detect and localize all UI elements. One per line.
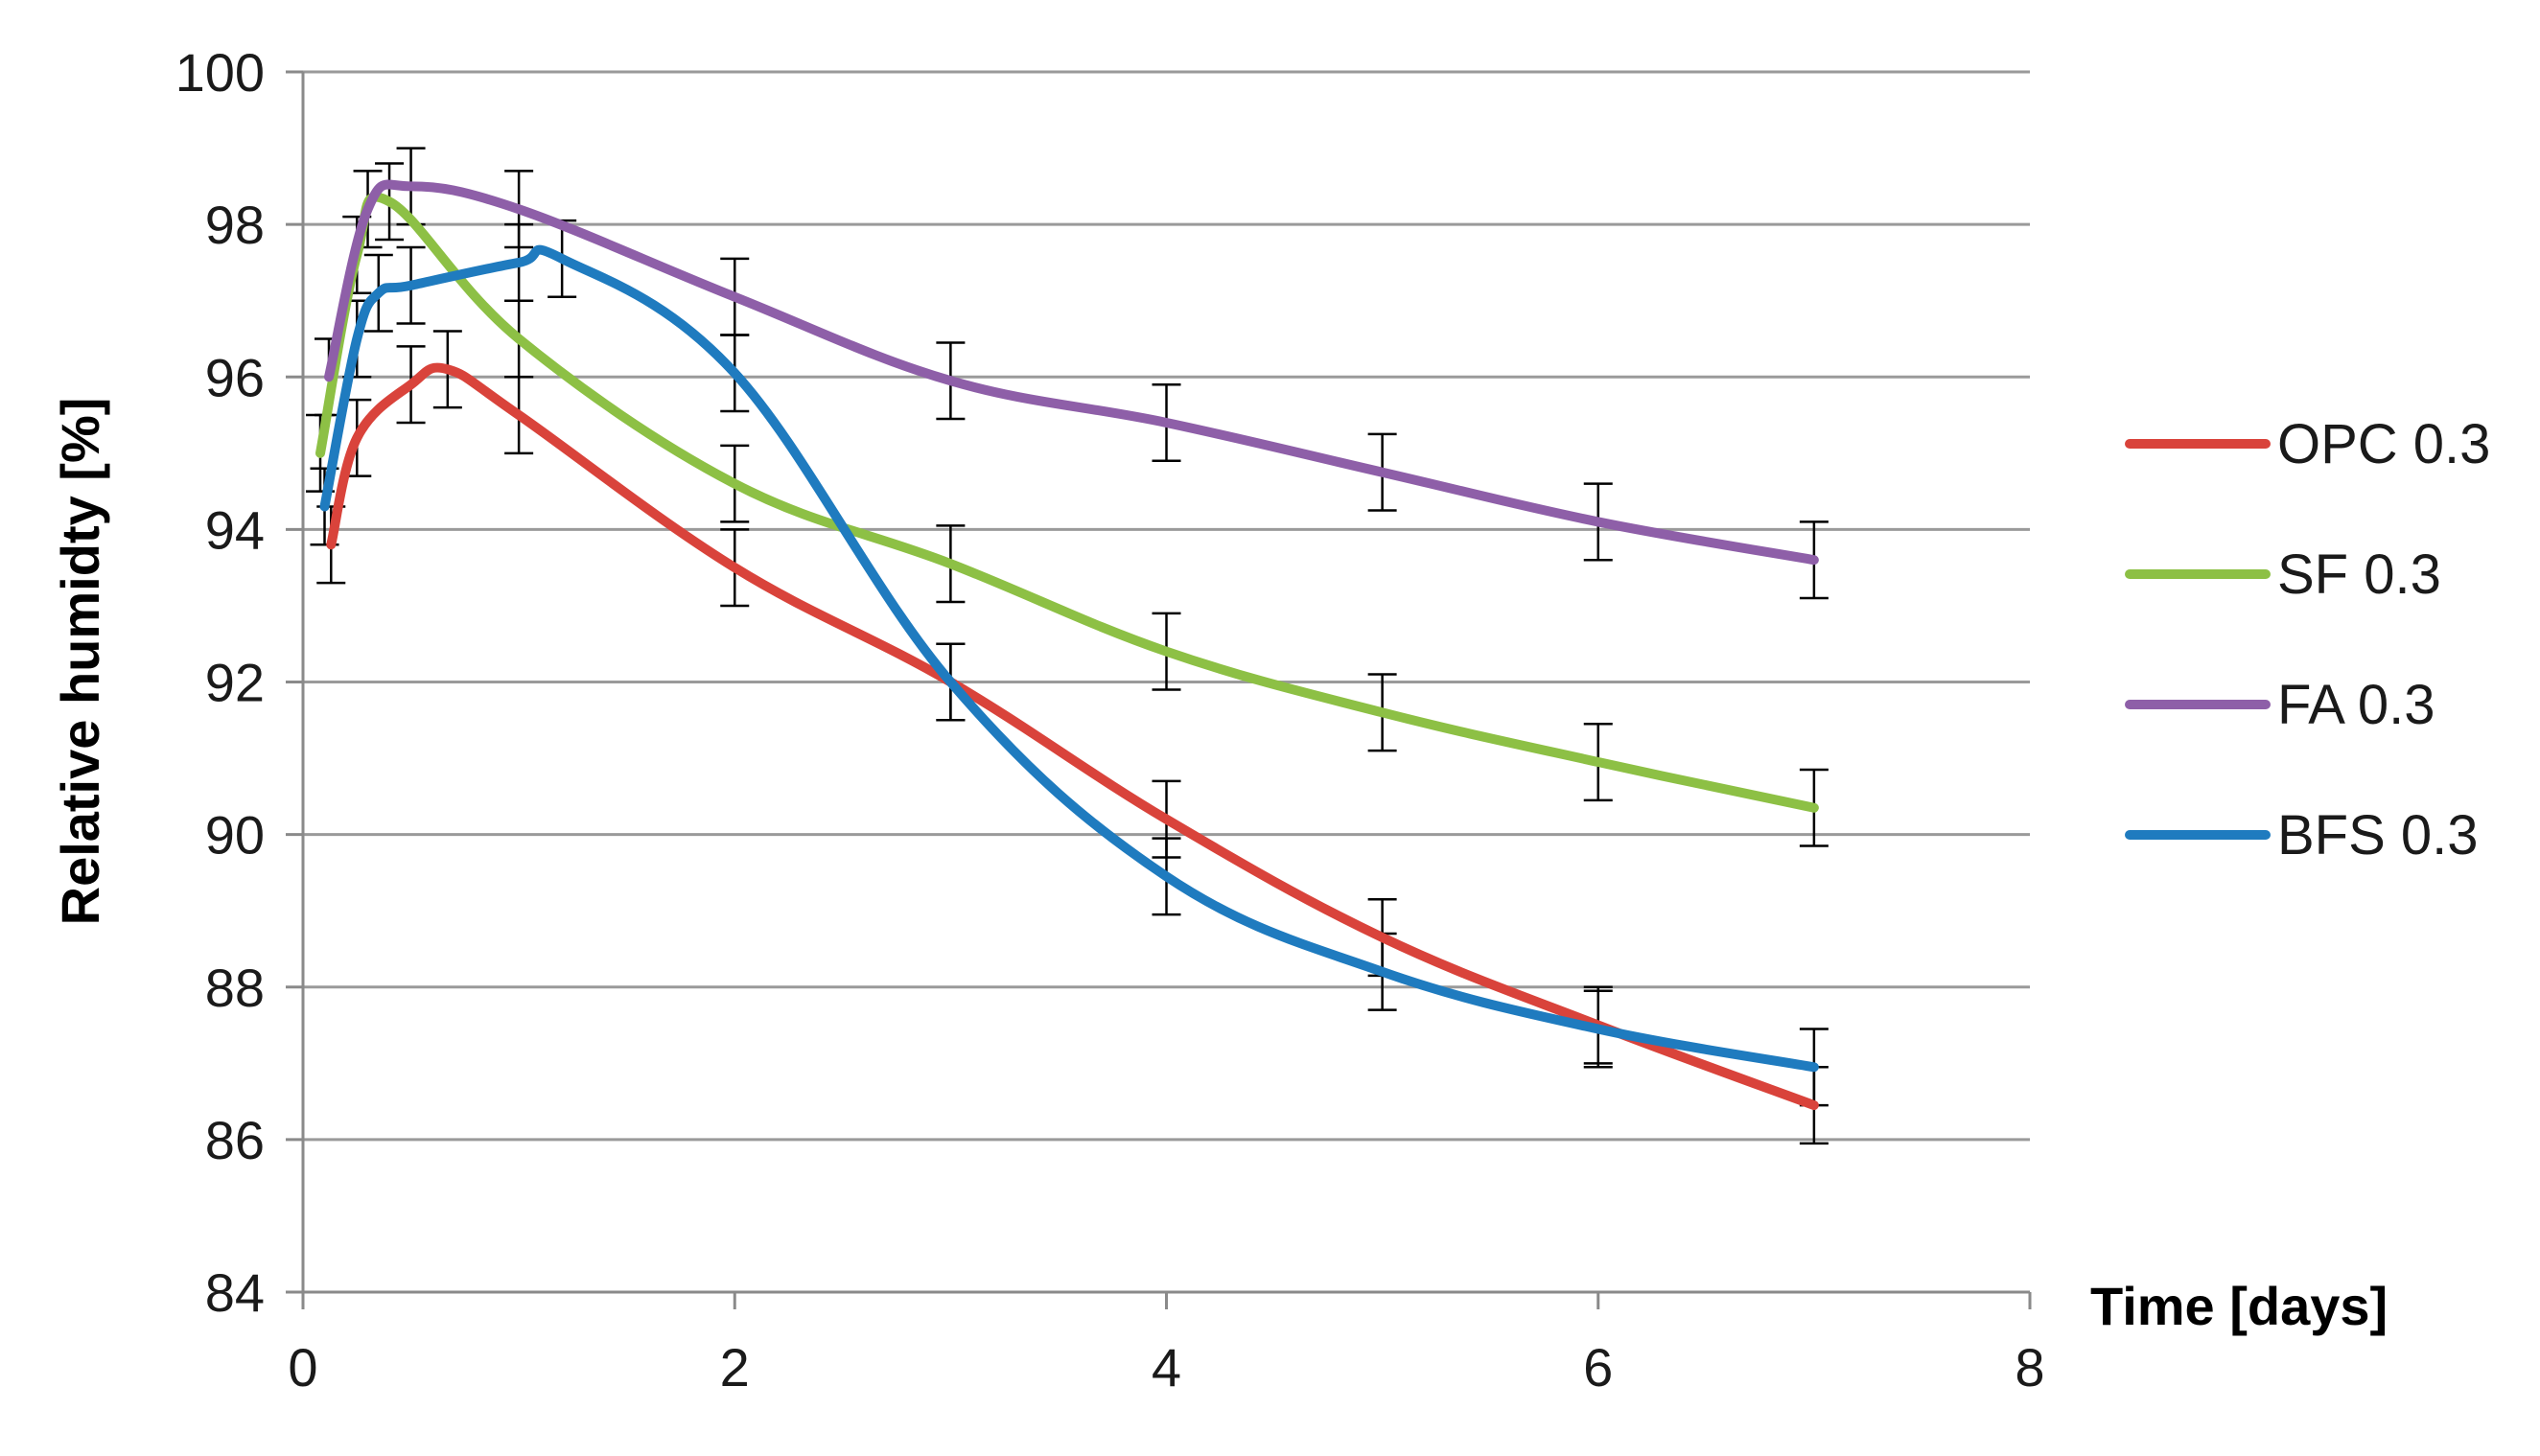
series-lines xyxy=(315,179,1819,1111)
series-line-bfs-0-3 xyxy=(319,244,1819,1073)
y-tick-label: 86 xyxy=(205,1110,265,1170)
x-tick-label: 0 xyxy=(288,1337,317,1398)
legend-entry-opc-0-3: OPC 0.3 xyxy=(2125,413,2490,475)
legend-label: OPC 0.3 xyxy=(2277,413,2490,475)
y-tick-label: 96 xyxy=(205,347,265,407)
y-tick-label: 94 xyxy=(205,499,265,560)
legend-entry-sf-0-3: SF 0.3 xyxy=(2125,543,2441,606)
legend-entry-fa-0-3: FA 0.3 xyxy=(2125,674,2435,736)
error-bars xyxy=(306,147,1829,1145)
tick-labels: 84 86 88 90 92 94 96 98 100 0 2 4 6 8 xyxy=(175,42,2045,1398)
x-tick-label: 2 xyxy=(720,1337,750,1398)
legend-entry-bfs-0-3: BFS 0.3 xyxy=(2125,804,2479,867)
y-tick-label: 84 xyxy=(205,1262,265,1323)
legend-label: SF 0.3 xyxy=(2277,543,2441,606)
axes xyxy=(286,70,2032,1309)
legend: OPC 0.3 SF 0.3 FA 0.3 BFS 0.3 xyxy=(2125,413,2490,867)
series-line-opc-0-3 xyxy=(326,362,1819,1111)
y-tick-label: 98 xyxy=(205,195,265,255)
legend-label: FA 0.3 xyxy=(2277,674,2435,736)
series-line-sf-0-3 xyxy=(315,192,1819,813)
legend-label: BFS 0.3 xyxy=(2277,804,2479,867)
x-tick-label: 4 xyxy=(1152,1337,1181,1398)
y-tick-label: 90 xyxy=(205,805,265,866)
y-axis-title: Relative humidty [%] xyxy=(50,398,110,926)
y-tick-label: 100 xyxy=(175,42,265,103)
y-tick-label: 92 xyxy=(205,653,265,713)
series-line-fa-0-3 xyxy=(324,179,1819,566)
x-axis-title: Time [days] xyxy=(2090,1276,2388,1336)
y-tick-label: 88 xyxy=(205,958,265,1018)
x-tick-label: 6 xyxy=(1583,1337,1613,1398)
x-tick-label: 8 xyxy=(2015,1337,2044,1398)
